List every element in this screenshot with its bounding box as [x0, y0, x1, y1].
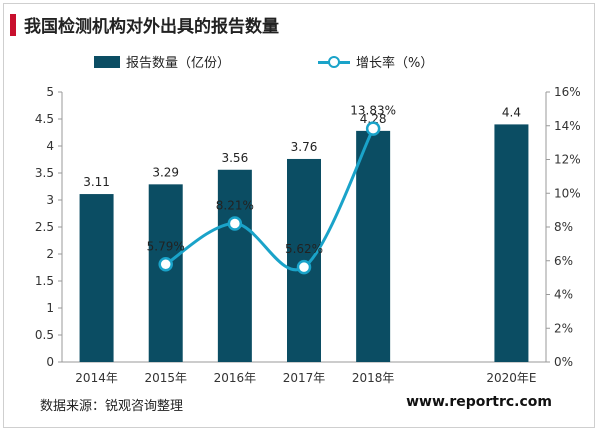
x-tick-label: 2020年E [486, 371, 536, 385]
y-right-tick-label: 4% [554, 288, 573, 302]
y-left-tick-label: 2.5 [35, 220, 54, 234]
growth-rate-point [227, 216, 243, 231]
x-tick-label: 2018年 [352, 371, 395, 385]
y-right-tick-label: 16% [554, 85, 581, 99]
y-left-tick-label: 1.5 [35, 274, 54, 288]
growth-rate-point [296, 259, 312, 275]
x-tick-label: 2014年 [75, 371, 118, 385]
legend-item-report-count: 报告数量（亿份） [94, 52, 230, 71]
y-right-tick-label: 8% [554, 220, 573, 234]
bar [217, 169, 252, 362]
y-left-tick-label: 1 [46, 301, 54, 315]
y-left-tick-label: 3.5 [35, 166, 54, 180]
y-right-tick-label: 12% [554, 153, 581, 167]
y-left-tick-label: 4.5 [35, 112, 54, 126]
y-left-tick-label: 2 [46, 247, 54, 261]
y-right-tick-label: 10% [554, 186, 581, 200]
bar-data-label: 3.56 [221, 151, 248, 165]
x-tick-label: 2016年 [214, 371, 257, 385]
y-left-tick-label: 0.5 [35, 328, 54, 342]
y-left-tick-label: 5 [46, 85, 54, 99]
bar-data-label: 4.4 [502, 105, 521, 119]
bar [494, 124, 529, 363]
page-title: 我国检测机构对外出具的报告数量 [24, 17, 279, 37]
y-left-tick-label: 3 [46, 193, 54, 207]
growth-rate-data-label: 8.21% [216, 198, 254, 212]
legend-bar-swatch [94, 55, 120, 68]
y-right-tick-label: 0% [554, 355, 573, 369]
chart-legend: 报告数量（亿份） 增长率（%） [0, 52, 600, 72]
bar [79, 194, 114, 362]
title-accent-bar [10, 14, 16, 36]
legend-line-swatch [318, 55, 350, 68]
growth-rate-point [158, 257, 173, 272]
growth-rate-line [164, 127, 375, 272]
y-right-tick-label: 14% [554, 119, 581, 133]
bar-data-label: 4.28 [360, 112, 387, 126]
growth-rate-data-label: 5.62% [285, 242, 323, 256]
y-right-tick-label: 2% [554, 321, 573, 335]
legend-label-report-count: 报告数量（亿份） [126, 56, 231, 71]
y-left-tick-label: 4 [46, 139, 54, 153]
bar-data-label: 3.29 [152, 165, 179, 179]
legend-label-growth-rate: 增长率（%） [356, 56, 434, 71]
data-source-note: 数据来源：锐观咨询整理 [40, 399, 184, 414]
x-tick-label: 2015年 [144, 371, 187, 385]
bar-data-label: 3.76 [291, 140, 318, 154]
website-link[interactable]: www.reportrc.com [406, 394, 552, 410]
chart-frame [3, 3, 595, 428]
legend-item-growth-rate: 增长率（%） [318, 52, 433, 71]
x-tick-label: 2017年 [283, 371, 326, 385]
y-right-tick-label: 6% [554, 254, 573, 268]
growth-rate-data-label: 13.83% [350, 104, 396, 118]
growth-rate-data-label: 5.79% [147, 239, 185, 253]
y-left-tick-label: 0 [46, 355, 54, 369]
bar [356, 130, 391, 362]
growth-rate-point [365, 121, 381, 136]
bar-data-label: 3.11 [83, 175, 110, 189]
bar [148, 184, 183, 362]
